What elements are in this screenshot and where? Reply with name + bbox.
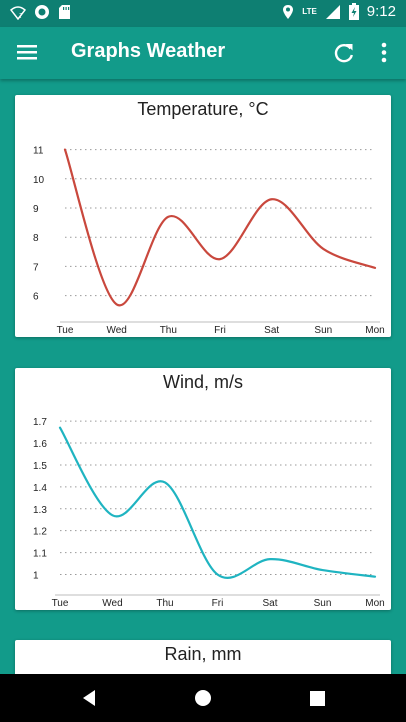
x-tick-label: Tue (52, 598, 69, 609)
x-tick-label: Mon (365, 598, 384, 609)
app-title: Graphs Weather (71, 40, 226, 62)
series-line (58, 426, 377, 579)
x-tick-label: Thu (156, 598, 173, 609)
clock: 9:12 (366, 3, 396, 20)
x-tick-label: Sun (314, 325, 332, 336)
x-tick-label: Mon (365, 325, 384, 336)
y-tick-label: 6 (33, 292, 39, 303)
battery-charging-icon (348, 3, 359, 20)
app-bar: Graphs Weather (0, 27, 406, 79)
temperature-card: Temperature, °C 6 7 8 9 10 11 Tue Wed Thu Fri Sat S… (15, 95, 391, 337)
x-tick-label: Sat (264, 325, 279, 336)
rain-chart-title: Rain, mm (164, 644, 242, 664)
y-tick-label: 8 (33, 233, 39, 244)
refresh-button[interactable] (330, 39, 358, 67)
wifi-question-icon: ? (10, 6, 26, 20)
more-vert-icon (381, 42, 387, 63)
location-icon (283, 4, 294, 19)
svg-text:?: ? (19, 12, 23, 20)
y-tick-label: 7 (33, 262, 39, 273)
circle-app-icon (35, 5, 49, 19)
x-tick-label: Fri (214, 325, 226, 336)
y-tick-label: 1.7 (33, 417, 47, 428)
x-tick-label: Sat (262, 598, 277, 609)
y-tick-label: 10 (33, 175, 45, 186)
recents-icon[interactable] (309, 690, 326, 707)
sd-card-icon (59, 5, 70, 19)
x-tick-label: Tue (57, 325, 74, 336)
y-tick-label: 1.4 (33, 483, 47, 494)
series-line (63, 148, 377, 307)
wind-card: Wind, m/s 1 1.1 1.2 1.3 1.4 1.5 1.6 1.7 Tue Wed Th… (15, 368, 391, 610)
x-tick-label: Thu (160, 325, 177, 336)
y-tick-label: 11 (33, 146, 44, 157)
status-bar: ? LTE 9:12 (0, 0, 406, 27)
y-tick-label: 9 (33, 204, 39, 215)
network-type-label: LTE (302, 7, 317, 16)
y-tick-label: 1.3 (33, 505, 47, 516)
y-tick-label: 1.2 (33, 527, 47, 538)
x-tick-label: Sun (314, 598, 332, 609)
x-tick-label: Fri (212, 598, 224, 609)
y-tick-label: 1 (33, 570, 39, 581)
home-icon[interactable] (193, 688, 213, 708)
y-tick-label: 1.6 (33, 439, 47, 450)
temperature-chart-title: Temperature, °C (137, 99, 269, 119)
y-tick-label: 1.5 (33, 461, 47, 472)
wind-chart-title: Wind, m/s (162, 372, 243, 392)
x-tick-label: Wed (106, 325, 126, 336)
hamburger-menu-icon (17, 45, 37, 60)
navigation-bar (0, 674, 406, 722)
more-options-button[interactable] (374, 39, 394, 67)
y-tick-label: 1.1 (33, 549, 47, 560)
wind-chart: 1 1.1 1.2 1.3 1.4 1.5 1.6 1.7 Tue Wed Thu Fri Sat Sun… (33, 417, 385, 609)
signal-icon (325, 4, 340, 19)
refresh-icon (334, 44, 353, 63)
hamburger-menu-button[interactable] (14, 39, 42, 67)
temperature-chart: 6 7 8 9 10 11 Tue Wed Thu Fri Sat Sun Mon (33, 146, 385, 336)
x-tick-label: Wed (102, 598, 122, 609)
back-icon[interactable] (80, 688, 98, 708)
